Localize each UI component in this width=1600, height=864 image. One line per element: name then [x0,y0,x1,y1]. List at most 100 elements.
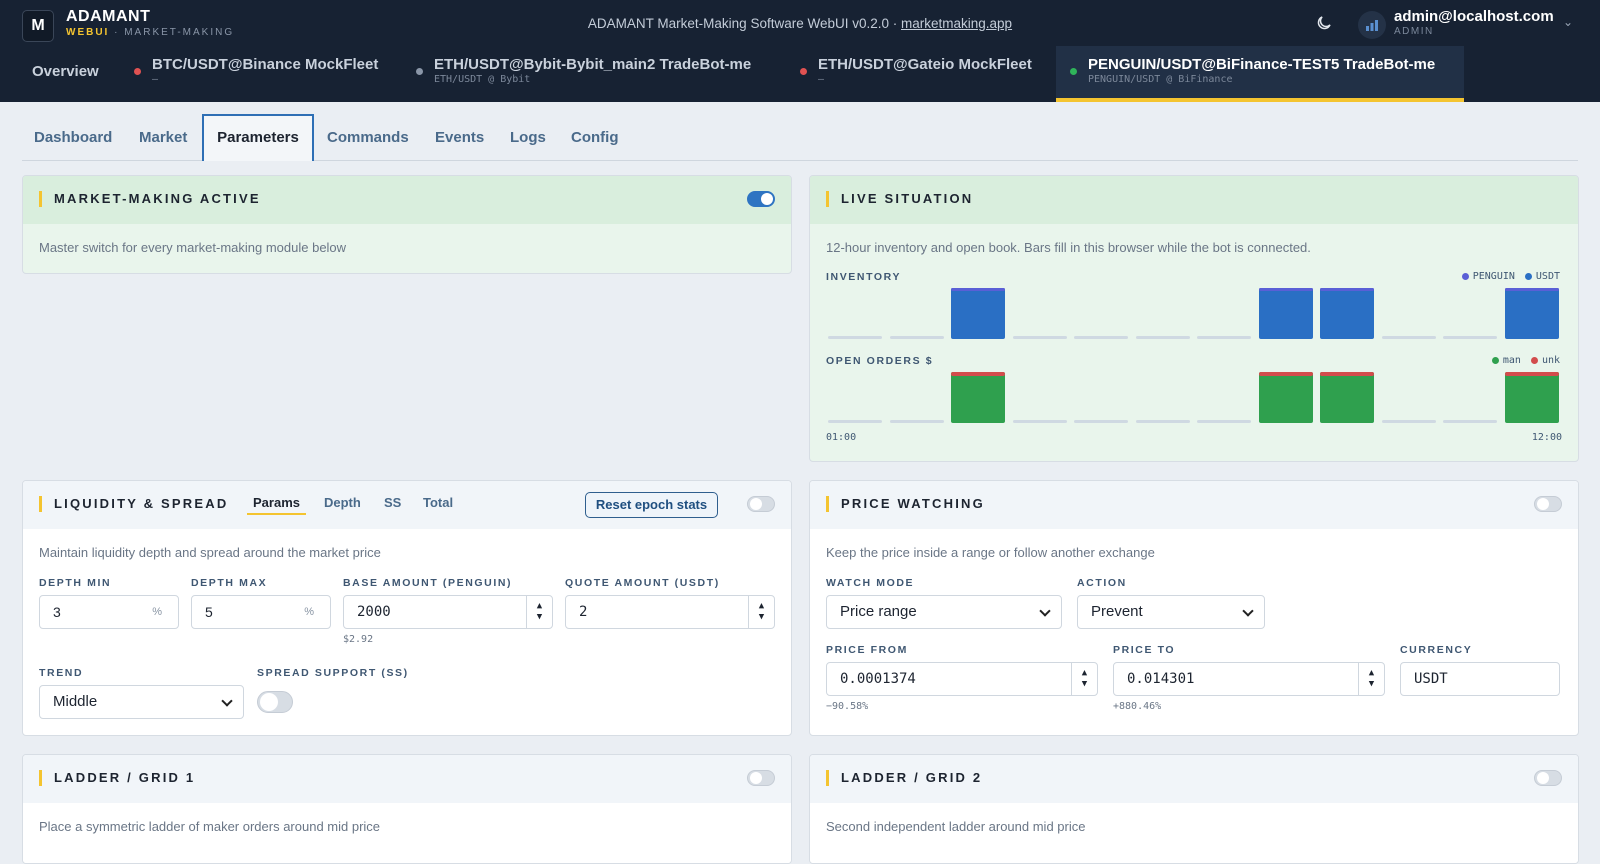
inventory-legend: PENGUIN USDT [1461,271,1560,282]
spread-support-toggle[interactable] [257,691,293,713]
app-title: ADAMANT Market-Making Software WebUI v0.… [0,16,1600,31]
tab-ss[interactable]: SS [384,495,402,510]
quote-amount-value: 2 [579,604,588,620]
watch-mode-value: Price range [840,603,917,620]
ladder-2-toggle[interactable] [1534,770,1562,786]
watch-mode-label: WATCH MODE [826,577,915,589]
tab-total[interactable]: Total [423,495,454,510]
tab-pair-title: ETH/USDT@Bybit-Bybit_main2 TradeBot-me [434,56,752,73]
panel-desc: Maintain liquidity depth and spread arou… [39,545,381,560]
panel-header: LIQUIDITY & SPREAD Params Depth SS Total… [23,481,791,529]
action-select[interactable]: Prevent [1077,595,1265,629]
percent-suffix: % [304,606,314,618]
empty-bar [1197,420,1251,423]
chart-bar [951,288,1005,339]
trend-value: Middle [53,693,98,710]
user-avatar-icon[interactable] [1358,11,1386,39]
base-amount-value: 2000 [357,604,391,620]
logo[interactable]: M [22,10,54,42]
panel-desc: 12-hour inventory and open book. Bars fi… [826,240,1311,255]
currency-input[interactable]: USDT [1400,662,1560,696]
empty-bar [1443,420,1497,423]
watch-mode-select[interactable]: Price range [826,595,1062,629]
panel-title: MARKET-MAKING ACTIVE [39,191,261,207]
currency-value: USDT [1414,671,1448,687]
tab-events[interactable]: Events [435,129,485,146]
tab-commands[interactable]: Commands [327,129,409,146]
tab-logs[interactable]: Logs [510,129,546,146]
ladder-grid-1-panel: LADDER / GRID 1 Place a symmetric ladder… [22,754,792,864]
user-name: admin@localhost.com [1394,8,1554,25]
tab-parameters[interactable]: Parameters [202,114,314,161]
user-menu[interactable]: admin@localhost.com ADMIN [1394,8,1554,37]
chevron-down-icon[interactable]: ⌄ [1563,15,1574,29]
quote-amount-input[interactable]: 2 ▲ ▼ [565,595,775,629]
tab-depth[interactable]: Depth [324,495,361,510]
chevron-down-icon [221,695,233,707]
chart-bar-top [1258,288,1313,291]
base-amount-input[interactable]: 2000 ▲ ▼ [343,595,553,629]
chart-bar [1320,288,1374,339]
legend-label: man [1502,355,1521,366]
tab-pair-penguin-bifinance[interactable]: PENGUIN/USDT@BiFinance-TEST5 TradeBot-me… [1056,46,1464,102]
liquidity-toggle[interactable] [747,496,775,512]
tab-overview-label: Overview [32,63,99,80]
panel-header: LADDER / GRID 2 [810,755,1578,803]
moon-icon[interactable] [1315,14,1333,32]
price-watching-panel: PRICE WATCHING Keep the price inside a r… [809,480,1579,736]
stepper-icon[interactable]: ▲ ▼ [748,596,774,628]
depth-min-value: 3 [53,604,61,620]
empty-bar [1443,336,1497,339]
price-to-input[interactable]: 0.014301 ▲ ▼ [1113,662,1385,696]
price-to-label: PRICE TO [1113,644,1176,656]
action-value: Prevent [1091,603,1143,620]
tab-pair-sub: ETH/USDT @ Bybit [434,74,531,85]
ladder-1-toggle[interactable] [747,770,775,786]
reset-epoch-button[interactable]: Reset epoch stats [585,492,718,518]
open-orders-label: OPEN ORDERS $ [826,355,934,367]
price-from-value: 0.0001374 [840,671,916,687]
mm-active-panel: MARKET-MAKING ACTIVE Master switch for e… [22,175,792,274]
tab-pair-btc-binance[interactable]: BTC/USDT@Binance MockFleet — [134,46,378,102]
tab-pair-sub: PENGUIN/USDT @ BiFinance [1088,74,1233,85]
tab-overview[interactable]: Overview [32,46,99,102]
mm-active-toggle[interactable] [747,191,775,207]
depth-max-input[interactable]: 5% [191,595,331,629]
trend-label: TREND [39,667,84,679]
stepper-icon[interactable]: ▲ ▼ [526,596,552,628]
panel-header: LIVE SITUATION [810,176,1578,224]
tab-market[interactable]: Market [139,129,188,146]
chart-bar [1258,372,1313,423]
depth-min-label: DEPTH MIN [39,577,112,589]
panel-header: LADDER / GRID 1 [23,755,791,803]
empty-bar [889,420,944,423]
tab-dashboard[interactable]: Dashboard [34,129,113,146]
pair-tabs: Overview BTC/USDT@Binance MockFleet — ET… [0,46,1600,102]
tab-pair-eth-gateio[interactable]: ETH/USDT@Gateio MockFleet — [800,46,1032,102]
price-watching-toggle[interactable] [1534,496,1562,512]
depth-min-input[interactable]: 3% [39,595,179,629]
logo-text: M [31,17,45,34]
chart-bar-top [1320,372,1374,377]
status-dot-icon [800,68,807,75]
panel-title: LADDER / GRID 2 [826,770,982,786]
currency-label: CURRENCY [1400,644,1473,656]
tab-config[interactable]: Config [571,129,619,146]
tab-pair-eth-bybit[interactable]: ETH/USDT@Bybit-Bybit_main2 TradeBot-me E… [416,46,751,102]
empty-bar [1074,420,1128,423]
tab-params[interactable]: Params [247,495,306,515]
chart-bar-top [1320,288,1374,291]
panel-title: LIVE SITUATION [826,191,973,207]
price-from-input[interactable]: 0.0001374 ▲ ▼ [826,662,1098,696]
quote-amount-label: QUOTE AMOUNT (USDT) [565,577,720,589]
app-link[interactable]: marketmaking.app [901,16,1013,31]
status-dot-icon [416,68,423,75]
panel-title: LADDER / GRID 1 [39,770,195,786]
chart-bar [1504,372,1559,423]
stepper-icon[interactable]: ▲ ▼ [1071,663,1097,695]
status-dot-icon [1070,68,1077,75]
stepper-icon[interactable]: ▲ ▼ [1358,663,1384,695]
trend-select[interactable]: Middle [39,685,244,719]
legend-label: PENGUIN [1472,271,1515,282]
tab-pair-sub: — [818,74,825,85]
